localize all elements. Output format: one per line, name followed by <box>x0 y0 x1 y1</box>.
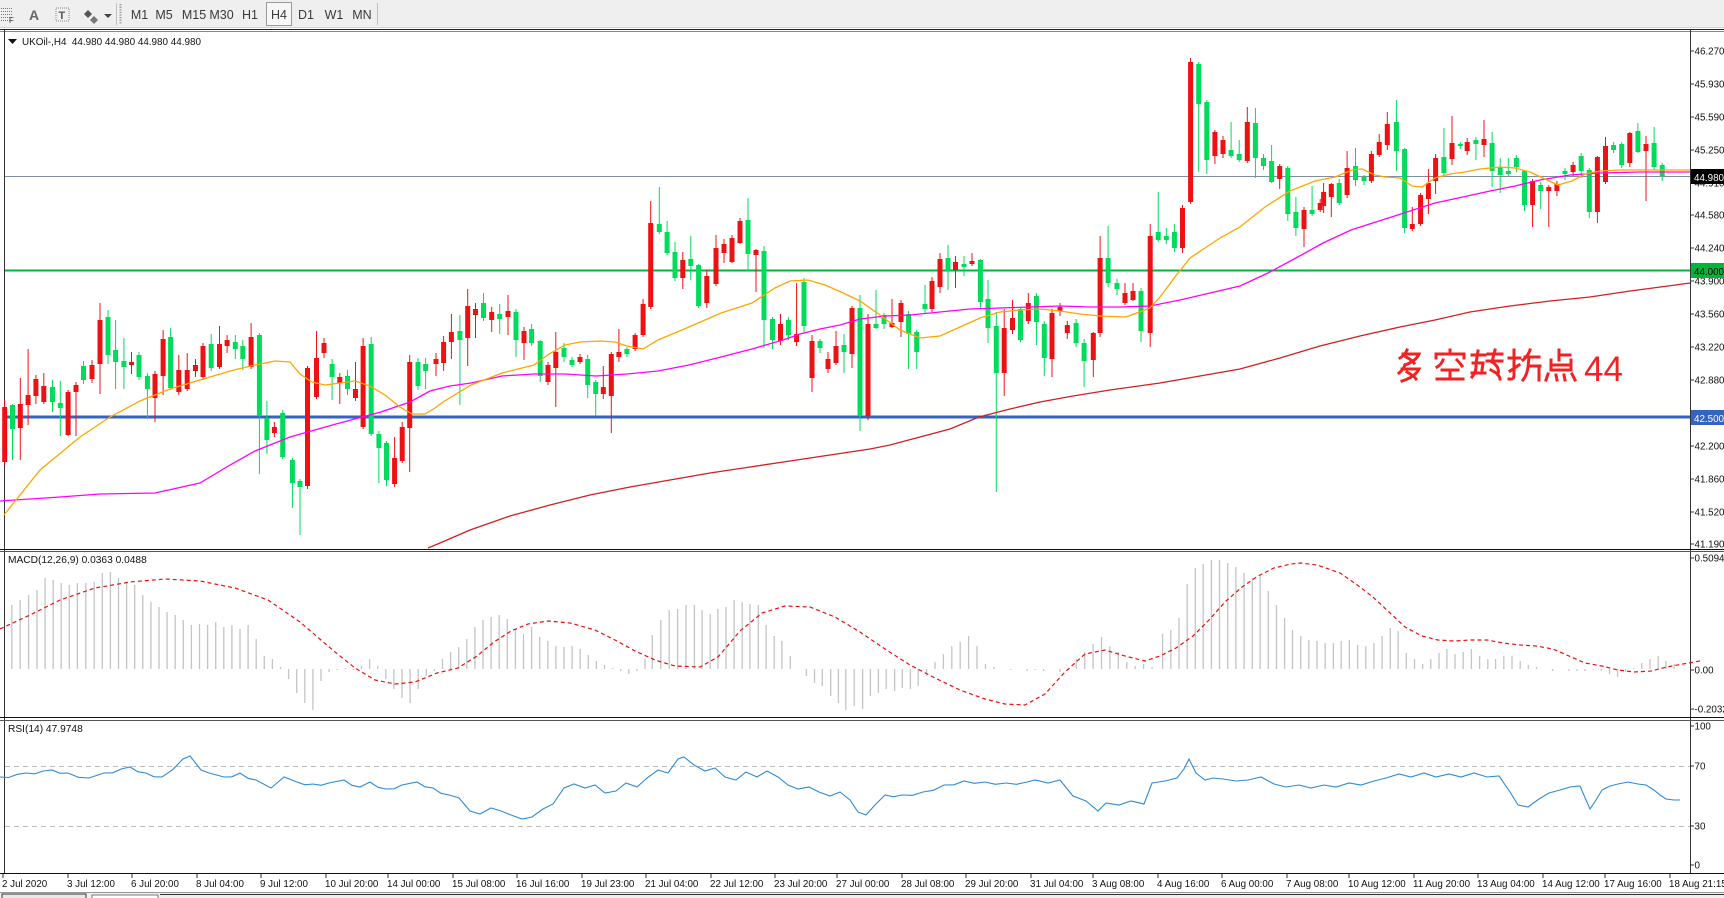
svg-text:MN: MN <box>352 8 371 22</box>
svg-text:45.590: 45.590 <box>1695 113 1724 124</box>
svg-text:44.580: 44.580 <box>1695 211 1724 222</box>
svg-text:17 Aug 16:00: 17 Aug 16:00 <box>1604 879 1662 890</box>
svg-text:45.250: 45.250 <box>1695 146 1724 157</box>
svg-text:4 Aug 16:00: 4 Aug 16:00 <box>1157 879 1210 890</box>
svg-text:T: T <box>59 10 66 22</box>
svg-text:44: 44 <box>1584 350 1623 389</box>
svg-text:H1: H1 <box>242 8 258 22</box>
svg-text:19 Jul 23:00: 19 Jul 23:00 <box>581 879 635 890</box>
svg-text:8 Jul 04:00: 8 Jul 04:00 <box>196 879 244 890</box>
svg-text:22 Jul 12:00: 22 Jul 12:00 <box>710 879 764 890</box>
svg-text:42.880: 42.880 <box>1695 376 1724 387</box>
svg-text:W1: W1 <box>325 8 344 22</box>
svg-text:6 Aug 00:00: 6 Aug 00:00 <box>1221 879 1274 890</box>
svg-text:15 Jul 08:00: 15 Jul 08:00 <box>452 879 506 890</box>
svg-text:RSI(14) 47.9748: RSI(14) 47.9748 <box>8 724 83 735</box>
svg-text:-0.2032: -0.2032 <box>1695 705 1724 716</box>
svg-text:A: A <box>29 7 39 23</box>
svg-text:23 Jul 20:00: 23 Jul 20:00 <box>774 879 828 890</box>
svg-text:6 Jul 20:00: 6 Jul 20:00 <box>131 879 179 890</box>
svg-text:M30: M30 <box>209 8 233 22</box>
svg-text:3 Aug 08:00: 3 Aug 08:00 <box>1092 879 1145 890</box>
svg-text:41.520: 41.520 <box>1695 508 1724 519</box>
svg-text:42.500: 42.500 <box>1694 414 1724 425</box>
svg-text:F: F <box>9 16 14 25</box>
svg-text:MACD(12,26,9) 0.0363 0.0488: MACD(12,26,9) 0.0363 0.0488 <box>8 555 147 566</box>
svg-text:44.980: 44.980 <box>1694 173 1724 184</box>
svg-text:43.220: 43.220 <box>1695 343 1724 354</box>
svg-text:14 Aug 12:00: 14 Aug 12:00 <box>1542 879 1600 890</box>
svg-text:10 Jul 20:00: 10 Jul 20:00 <box>325 879 379 890</box>
svg-text:70: 70 <box>1695 762 1706 773</box>
svg-text:41.190: 41.190 <box>1695 540 1724 551</box>
svg-text:42.200: 42.200 <box>1695 442 1724 453</box>
svg-text:46.270: 46.270 <box>1695 47 1724 58</box>
svg-text:0: 0 <box>1695 861 1701 872</box>
svg-text:H4: H4 <box>271 8 287 22</box>
svg-text:M5: M5 <box>155 8 172 22</box>
svg-text:11 Aug 20:00: 11 Aug 20:00 <box>1413 879 1471 890</box>
svg-text:43.560: 43.560 <box>1695 310 1724 321</box>
svg-text:30: 30 <box>1695 822 1706 833</box>
svg-text:41.860: 41.860 <box>1695 475 1724 486</box>
svg-text:3 Jul 12:00: 3 Jul 12:00 <box>67 879 115 890</box>
svg-text:10 Aug 12:00: 10 Aug 12:00 <box>1348 879 1406 890</box>
svg-text:M15: M15 <box>182 8 206 22</box>
svg-text:9 Jul 12:00: 9 Jul 12:00 <box>260 879 308 890</box>
svg-text:100: 100 <box>1695 722 1712 733</box>
svg-text:UKOil-,H4 44.980 44.980 44.98: UKOil-,H4 44.980 44.980 44.980 44.980 <box>22 37 201 48</box>
svg-text:0.5094: 0.5094 <box>1695 554 1724 565</box>
svg-text:D1: D1 <box>298 8 314 22</box>
svg-text:28 Jul 08:00: 28 Jul 08:00 <box>901 879 955 890</box>
svg-text:13 Aug 04:00: 13 Aug 04:00 <box>1477 879 1535 890</box>
svg-text:44.000: 44.000 <box>1694 267 1724 278</box>
svg-text:27 Jul 00:00: 27 Jul 00:00 <box>836 879 890 890</box>
svg-text:21 Jul 04:00: 21 Jul 04:00 <box>645 879 699 890</box>
svg-text:M1: M1 <box>131 8 148 22</box>
svg-text:7 Aug 08:00: 7 Aug 08:00 <box>1286 879 1339 890</box>
svg-text:43.900: 43.900 <box>1695 277 1724 288</box>
svg-text:0.00: 0.00 <box>1695 666 1715 677</box>
svg-text:29 Jul 20:00: 29 Jul 20:00 <box>965 879 1019 890</box>
svg-text:14 Jul 00:00: 14 Jul 00:00 <box>387 879 441 890</box>
svg-text:31 Jul 04:00: 31 Jul 04:00 <box>1030 879 1084 890</box>
svg-text:44.240: 44.240 <box>1695 244 1724 255</box>
svg-text:18 Aug 21:15: 18 Aug 21:15 <box>1669 879 1724 890</box>
svg-text:2 Jul 2020: 2 Jul 2020 <box>2 879 48 890</box>
svg-text:45.930: 45.930 <box>1695 80 1724 91</box>
svg-text:16 Jul 16:00: 16 Jul 16:00 <box>516 879 570 890</box>
